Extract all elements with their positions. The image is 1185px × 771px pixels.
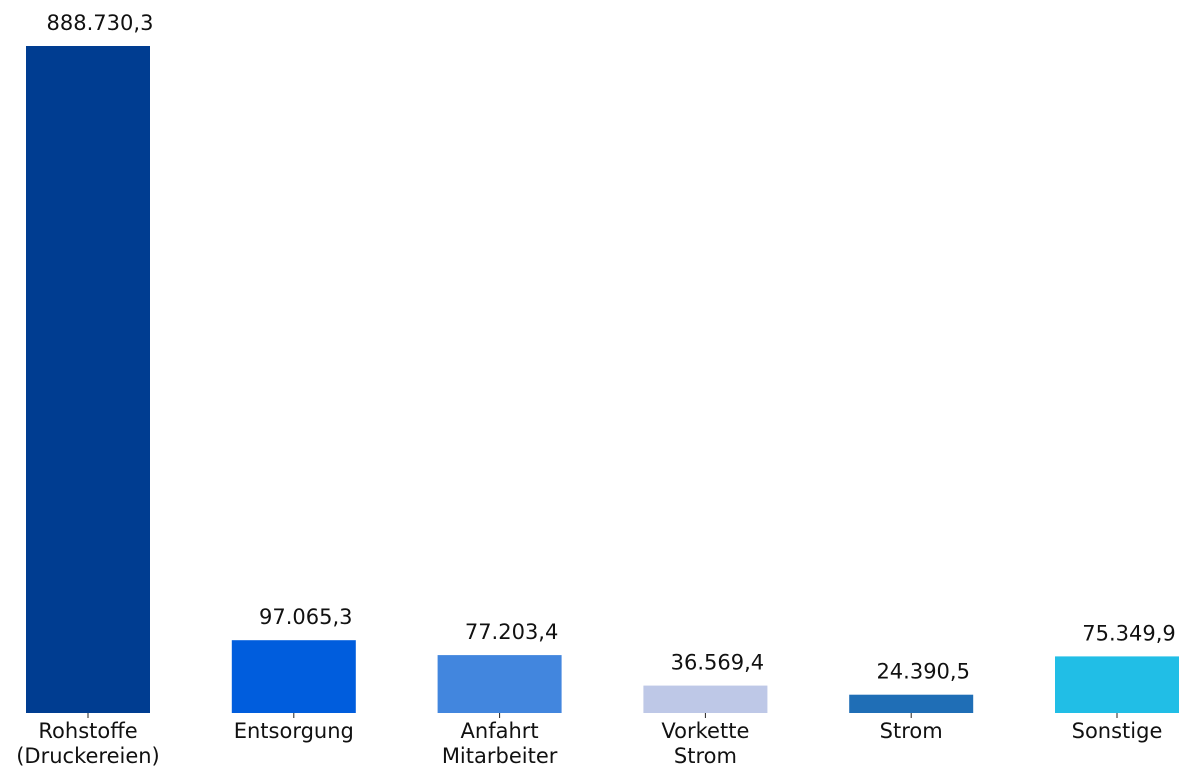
- bar-5: [1055, 656, 1179, 713]
- value-label-3: 36.569,4: [671, 651, 765, 675]
- category-label-line: Rohstoffe: [38, 719, 137, 743]
- value-label-1: 97.065,3: [259, 605, 353, 629]
- bar-0: [26, 46, 150, 713]
- category-label-3: Vorkette Strom: [661, 719, 749, 768]
- value-label-5: 75.349,9: [1082, 621, 1176, 645]
- category-label-line: (Druckereien): [16, 744, 160, 768]
- bars-group: [26, 46, 1179, 713]
- x-ticks-group: [87, 713, 1118, 718]
- category-label-1: Entsorgung: [234, 719, 354, 743]
- bar-1: [231, 640, 356, 713]
- category-label-line: Anfahrt: [461, 719, 539, 743]
- category-label-4: Strom: [880, 719, 943, 743]
- category-label-line: Vorkette: [661, 719, 749, 743]
- value-label-2: 77.203,4: [465, 620, 559, 644]
- category-label-line: Mitarbeiter: [442, 744, 558, 768]
- category-label-0: Rohstoffe (Druckereien): [16, 719, 160, 768]
- category-label-line: Strom: [674, 744, 737, 768]
- value-label-4: 24.390,5: [876, 660, 970, 684]
- bar-3: [643, 685, 768, 713]
- category-label-2: Anfahrt Mitarbeiter: [442, 719, 558, 768]
- category-label-line: Entsorgung: [234, 719, 354, 743]
- category-label-line: Sonstige: [1072, 719, 1163, 743]
- value-labels-group: 888.730,3 97.065,3 77.203,4 36.569,4 24.390,…: [47, 11, 1176, 684]
- bar-4: [849, 694, 974, 713]
- category-label-line: Strom: [880, 719, 943, 743]
- category-label-5: Sonstige: [1072, 719, 1163, 743]
- bar-2: [437, 655, 562, 713]
- category-labels-group: Rohstoffe (Druckereien) Entsorgung Anfahrt M…: [16, 719, 1162, 768]
- value-label-0: 888.730,3: [47, 11, 154, 35]
